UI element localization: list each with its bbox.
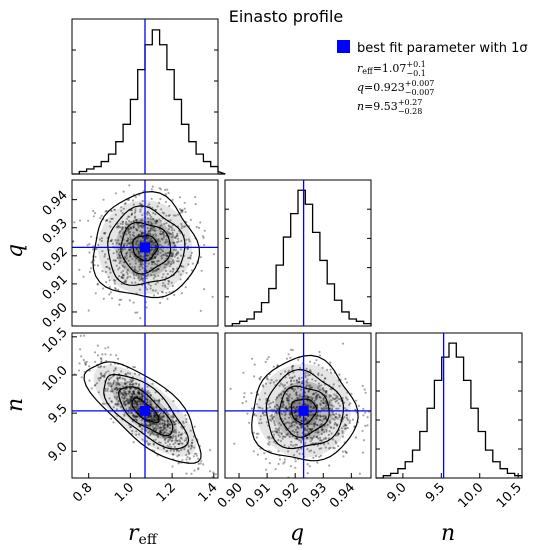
density-r-eff-vs-q [72, 184, 215, 320]
x-tick-label-r_eff: 1.2 [154, 480, 179, 505]
x-axis-label-q: q [290, 521, 304, 546]
panel-frame [71, 179, 219, 327]
hist-panel-n [375, 332, 523, 479]
y-axis-label-n: n [3, 398, 28, 412]
y-tick-label-n: 10.0 [40, 363, 71, 394]
y-tick-label-n: 10.5 [40, 325, 71, 356]
param-minus-1: −0.007 [405, 88, 435, 97]
histogram-r-eff [72, 29, 226, 175]
legend-label: best fit parameter with 1σ [357, 41, 528, 56]
param-line-1: q=0.923+0.007 [357, 79, 434, 94]
hist-panel-q [224, 179, 372, 327]
scatter-panel-r-eff-vs-q [71, 179, 219, 327]
x-tick-label-n: 9.0 [384, 480, 409, 505]
x-axis-label-n: n [441, 521, 455, 546]
y-tick-label-q: 0.94 [40, 188, 71, 219]
param-minus-2: −0.28 [398, 107, 423, 116]
legend-marker [337, 40, 350, 53]
contour-line [131, 397, 160, 424]
best-fit-values: reff=1.07+0.1−0.1q=0.923+0.007−0.007n=9.… [357, 60, 434, 116]
x-tick-label-q: 0.90 [215, 480, 246, 511]
x-tick-label-n: 10.5 [494, 480, 525, 511]
best-fit-marker-r-eff-vs-n [140, 405, 150, 416]
panel-frame [71, 332, 219, 479]
x-tick-label-q: 0.92 [271, 480, 302, 511]
y-tick-label-q: 0.91 [40, 272, 71, 303]
y-tick-label-q: 0.92 [40, 244, 71, 275]
panel-frame [224, 332, 372, 479]
x-tick-label-q: 0.94 [327, 480, 358, 511]
histogram-n [376, 342, 523, 479]
y-tick-label-q: 0.93 [40, 216, 71, 247]
param-line-2: n=9.53+0.27 [357, 98, 422, 113]
x-axis-label-r-eff: reff [128, 521, 158, 548]
panel-frame [375, 332, 523, 479]
best-fit-marker-q-vs-n [298, 405, 309, 416]
histogram-q [225, 189, 372, 327]
legend: best fit parameter with 1σ [337, 40, 528, 56]
x-tick-label-q: 0.91 [243, 480, 274, 511]
scatter-panel-q-vs-n [224, 332, 372, 479]
contour-line [83, 361, 202, 464]
contour-line [103, 373, 190, 450]
panel-frame [224, 179, 372, 327]
param-line-0: reff=1.07+0.1 [357, 60, 426, 76]
density-r-eff-vs-n [73, 334, 218, 478]
best-fit-marker-r-eff-vs-q [140, 242, 150, 253]
y-axis-label-q: q [3, 244, 28, 258]
hist-panel-r-eff [71, 18, 226, 175]
y-tick-label-q: 0.90 [40, 300, 71, 331]
y-tick-label-n: 9.5 [46, 401, 71, 426]
x-tick-label-r_eff: 1.0 [112, 480, 137, 505]
x-tick-label-n: 9.5 [423, 480, 448, 505]
density-q-vs-n [229, 342, 371, 478]
param-minus-0: −0.1 [406, 69, 425, 78]
x-tick-label-n: 10.0 [455, 480, 486, 511]
chart-title: Einasto profile [229, 7, 344, 26]
y-tick-label-n: 9.0 [46, 440, 71, 465]
x-tick-label-q: 0.93 [299, 480, 330, 511]
contour-line [117, 386, 174, 437]
x-tick-label-r_eff: 0.8 [70, 480, 95, 505]
scatter-panel-r-eff-vs-n [71, 332, 219, 479]
